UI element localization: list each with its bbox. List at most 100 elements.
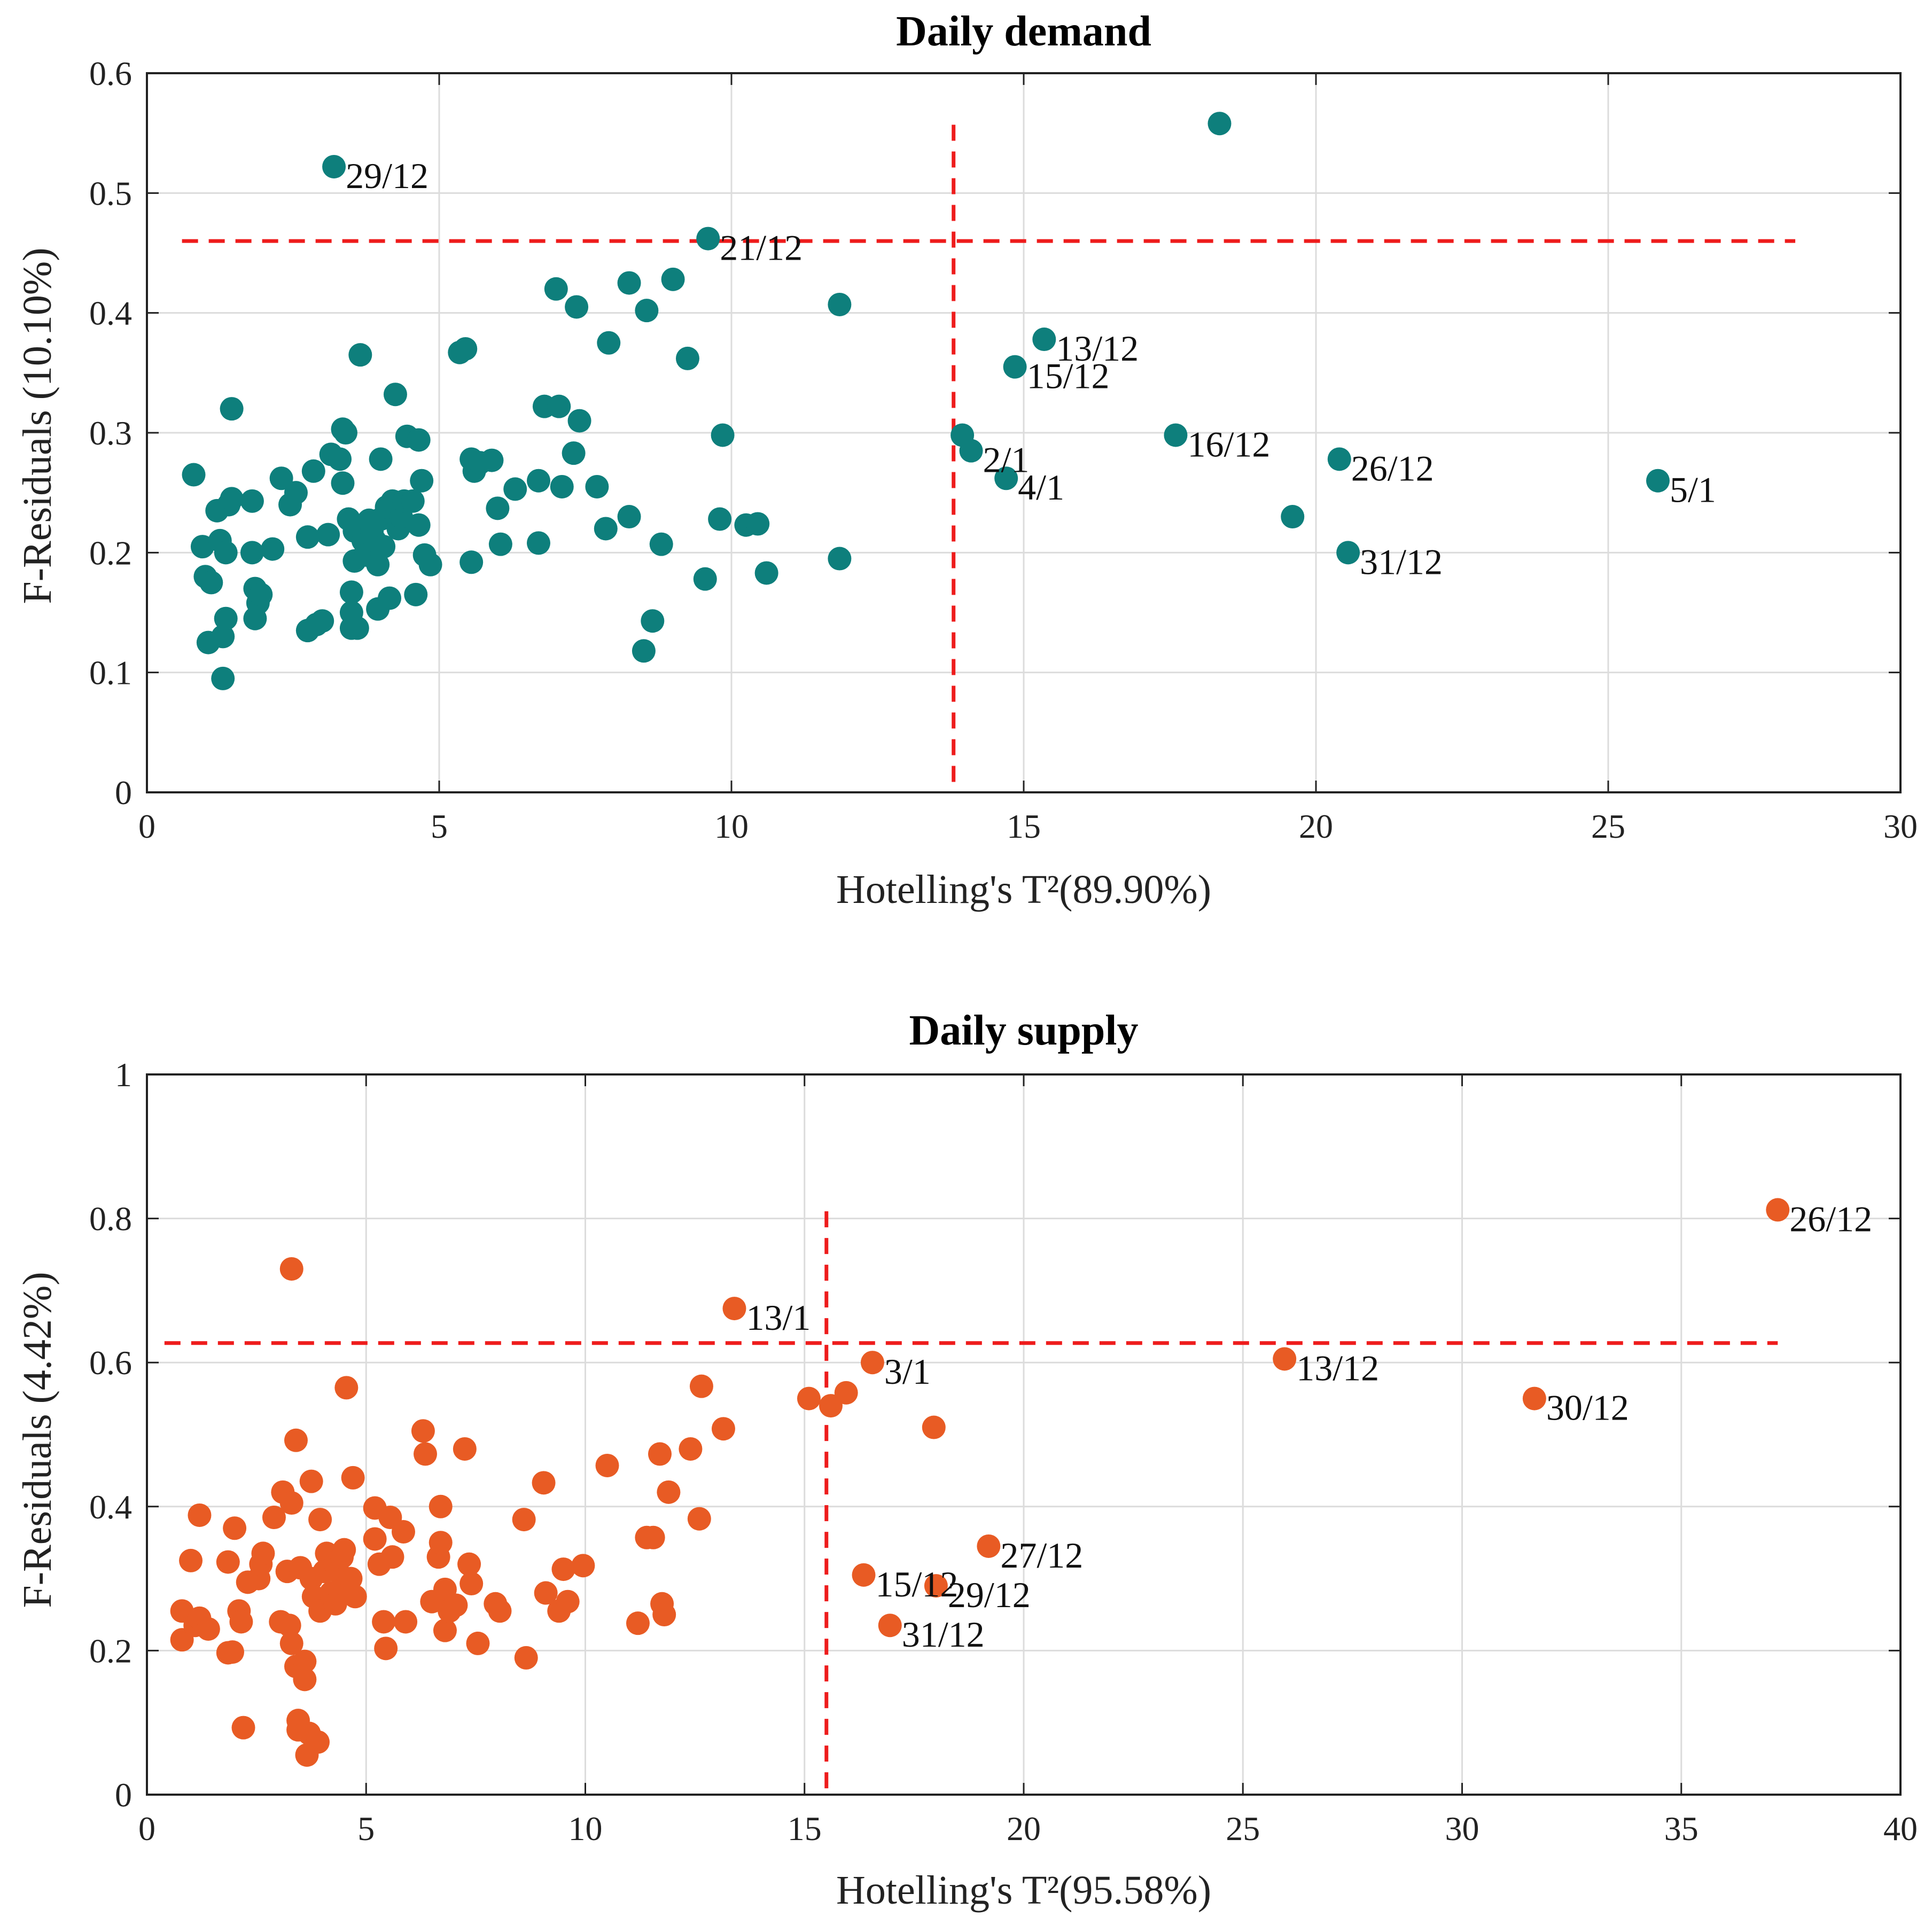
point-annotations: 26/12 13/1 3/1 13/12 30/12 27/12 15/1229/1231/… xyxy=(746,1198,1872,1655)
data-point xyxy=(378,586,402,610)
tick-marks: 0 5 10 15 20 25 30 0 0.1 0.2 0.3 0.4 0.5 0.6 xyxy=(89,54,1918,845)
x-tick-label: 5 xyxy=(431,807,448,845)
data-point xyxy=(301,459,325,483)
x-tick-label: 5 xyxy=(357,1810,375,1848)
data-point xyxy=(534,1581,558,1605)
data-point xyxy=(341,1466,365,1490)
data-point xyxy=(551,1557,575,1581)
data-point xyxy=(922,1415,946,1439)
data-point xyxy=(514,1646,538,1670)
data-points xyxy=(170,1198,1790,1767)
data-point xyxy=(277,1614,301,1638)
data-point xyxy=(401,489,425,513)
chart-title: Daily demand xyxy=(896,8,1151,55)
point-label: 29/12 xyxy=(948,1575,1031,1615)
data-point xyxy=(332,1538,356,1562)
data-point xyxy=(404,582,428,606)
data-point xyxy=(306,1730,330,1754)
data-point xyxy=(1766,1198,1790,1222)
data-point xyxy=(617,271,641,295)
data-point xyxy=(532,1471,556,1495)
x-tick-label: 40 xyxy=(1883,1810,1918,1848)
data-point xyxy=(1032,328,1056,352)
panel-daily-demand: Daily demand Hotelling's T²(89.90%) F-Re… xyxy=(15,8,1918,912)
data-point xyxy=(571,1554,595,1578)
data-point xyxy=(220,487,244,511)
data-point xyxy=(924,1574,948,1598)
data-point xyxy=(459,1572,484,1596)
data-point xyxy=(214,606,238,630)
panel-daily-supply: Daily supply Hotelling's T²(95.58%) F-Re… xyxy=(15,1007,1918,1913)
x-tick-label: 0 xyxy=(138,1810,155,1848)
data-point xyxy=(828,547,852,571)
data-point xyxy=(372,535,396,559)
data-point xyxy=(299,1469,323,1493)
data-point xyxy=(293,1649,317,1673)
data-point xyxy=(617,505,641,529)
data-point xyxy=(293,1667,317,1692)
x-tick-label: 10 xyxy=(714,807,749,845)
tick-marks: 0 5 10 15 20 25 30 35 40 0 0.2 0.4 0.6 0.8 1 xyxy=(89,1056,1918,1848)
data-point xyxy=(819,1394,843,1418)
data-point xyxy=(295,525,320,549)
point-label: 16/12 xyxy=(1187,424,1270,464)
data-point xyxy=(1327,447,1351,471)
point-label: 27/12 xyxy=(1000,1535,1083,1576)
point-label: 30/12 xyxy=(1546,1388,1629,1428)
data-point xyxy=(687,1507,711,1531)
data-point xyxy=(279,1491,303,1515)
y-tick-label: 0 xyxy=(115,774,132,812)
data-point xyxy=(433,1618,457,1642)
y-axis-label: F-Residuals (4.42%) xyxy=(15,1272,60,1608)
data-point xyxy=(328,447,352,471)
data-point xyxy=(343,1585,367,1609)
point-label: 13/12 xyxy=(1296,1347,1379,1388)
point-label: 21/12 xyxy=(720,228,803,268)
data-point xyxy=(333,421,357,445)
x-tick-label: 0 xyxy=(138,807,155,845)
data-point xyxy=(632,639,656,663)
point-label: 31/12 xyxy=(1360,541,1443,582)
data-point xyxy=(339,1567,363,1591)
data-point xyxy=(240,489,264,513)
gridlines xyxy=(147,73,1900,792)
data-point xyxy=(544,277,568,301)
point-label: 2/1 xyxy=(983,440,1030,480)
x-tick-label: 35 xyxy=(1664,1810,1699,1848)
data-point xyxy=(503,477,527,501)
data-point xyxy=(657,1480,681,1504)
data-point xyxy=(661,267,685,291)
data-point xyxy=(626,1611,650,1635)
data-point xyxy=(410,469,434,493)
x-tick-label: 25 xyxy=(1226,1810,1260,1848)
data-point xyxy=(322,154,346,178)
data-point xyxy=(652,1603,676,1626)
data-point xyxy=(383,383,407,407)
data-point xyxy=(696,227,720,251)
data-point xyxy=(547,394,571,418)
x-tick-label: 25 xyxy=(1591,807,1625,845)
data-point xyxy=(675,346,699,370)
point-label: 5/1 xyxy=(1670,470,1716,510)
data-point xyxy=(223,1516,247,1540)
data-point xyxy=(310,609,334,633)
data-point xyxy=(407,428,431,452)
y-tick-label: 0.2 xyxy=(89,1632,132,1670)
data-point xyxy=(308,1508,332,1532)
data-point xyxy=(429,1531,453,1555)
y-tick-label: 0.3 xyxy=(89,414,132,452)
x-tick-label: 15 xyxy=(788,1810,822,1848)
data-point xyxy=(457,1552,481,1576)
chart-title: Daily supply xyxy=(909,1007,1138,1054)
data-point xyxy=(754,561,778,585)
data-point xyxy=(380,1545,404,1569)
data-point xyxy=(466,1631,490,1655)
data-point xyxy=(251,1541,275,1565)
x-axis-label: Hotelling's T²(89.90%) xyxy=(836,867,1211,912)
data-point xyxy=(594,517,618,541)
data-point xyxy=(348,343,372,367)
x-tick-label: 20 xyxy=(1007,1810,1041,1848)
data-point xyxy=(693,567,717,591)
y-tick-label: 1 xyxy=(115,1056,132,1094)
